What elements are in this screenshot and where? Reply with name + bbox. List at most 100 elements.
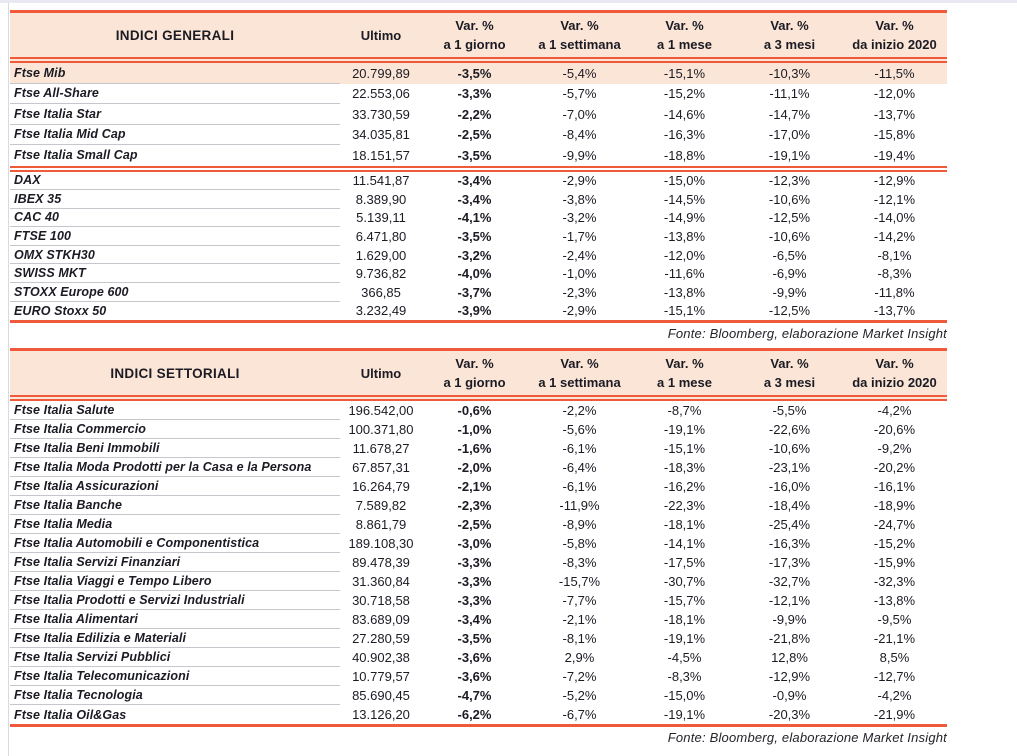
var-header-line2: a 1 mese — [657, 375, 712, 390]
index-name-cell: Ftse Italia Servizi Finanziari — [10, 553, 340, 572]
index-name-cell: DAX — [10, 172, 340, 191]
index-name-cell: Ftse Mib — [10, 63, 340, 84]
table-row: Ftse Italia Banche 7.589,82 -2,3% -11,9% -22… — [10, 496, 947, 515]
var-1-mese-cell: -14,9% — [663, 210, 706, 226]
general-indices-table: INDICI GENERALI Ultimo Var. % a 1 giorno Var… — [10, 10, 947, 324]
table-row: Ftse Italia Tecnologia 85.690,45 -4,7% -5,2… — [10, 686, 947, 705]
var-1-giorno-cell: -3,3% — [457, 574, 492, 589]
index-name-cell: Ftse Italia Oil&Gas — [14, 707, 127, 722]
column-header-var: Var. % a 1 giorno — [422, 13, 527, 57]
var-1-mese-cell: -15,7% — [663, 593, 706, 608]
table-row: Ftse All-Share 22.553,06 -3,3% -5,7% -15,2% -… — [10, 84, 947, 104]
var-inizio-2020-cell: -14,2% — [873, 229, 916, 245]
var-header-line1: Var. % — [560, 356, 599, 371]
var-1-giorno-cell: -4,1% — [457, 210, 492, 226]
table-row: OMX STKH30 1.629,00 -3,2% -2,4% -12,0% -6,5% -… — [10, 246, 947, 265]
ultimo-value-cell: 40.902,38 — [352, 650, 410, 665]
index-name-cell: Ftse Italia Commercio — [10, 420, 340, 439]
table-row: Ftse Italia Servizi Finanziari 89.478,39 -… — [10, 553, 947, 572]
var-1-settimana-cell: -15,7% — [558, 574, 601, 589]
var-1-mese-cell: -8,7% — [667, 403, 702, 418]
var-3-mesi-cell: -6,5% — [772, 247, 807, 263]
var-header-line2: a 3 mesi — [763, 37, 816, 52]
var-3-mesi-cell: -11,1% — [769, 86, 810, 102]
var-1-settimana-cell: -2,2% — [562, 403, 597, 418]
var-3-mesi-cell: -10,3% — [768, 65, 811, 81]
ultimo-value-cell: 18.151,57 — [352, 147, 410, 163]
source-note: Fonte: Bloomberg, elaborazione Market In… — [667, 730, 947, 745]
var-3-mesi-cell: -9,9% — [772, 612, 807, 627]
var-inizio-2020-cell: -12,7% — [873, 669, 916, 684]
table-row: Ftse Italia Beni Immobili 11.678,27 -1,6% -… — [10, 439, 947, 458]
ultimo-value-cell: 33.730,59 — [352, 106, 410, 122]
index-name-cell: OMX STKH30 — [10, 246, 340, 265]
var-1-settimana-cell: -11,9% — [559, 498, 600, 513]
var-header-line1: Var. % — [455, 356, 494, 371]
column-header-ultimo: Ultimo — [360, 27, 402, 43]
ultimo-value-cell: 13.126,20 — [352, 707, 410, 722]
var-inizio-2020-cell: -32,3% — [873, 574, 916, 589]
var-inizio-2020-cell: -11,8% — [874, 284, 915, 300]
var-header-line2: a 1 giorno — [443, 37, 506, 52]
var-1-giorno-cell: -3,6% — [457, 650, 492, 665]
var-1-mese-cell: -16,2% — [663, 479, 706, 494]
sector-indices-table: INDICI SETTORIALI Ultimo Var. % a 1 giorno V… — [10, 348, 947, 727]
var-1-mese-cell: -16,3% — [663, 127, 706, 143]
column-header-var: Var. % a 1 mese — [632, 351, 737, 395]
var-header-line2: a 1 giorno — [443, 375, 506, 390]
var-inizio-2020-cell: -21,1% — [873, 631, 916, 646]
var-1-giorno-cell: -4,7% — [457, 688, 492, 703]
var-inizio-2020-cell: -9,5% — [877, 612, 912, 627]
table-row: Ftse Italia Edilizia e Materiali 27.280,5… — [10, 629, 947, 648]
var-3-mesi-cell: -5,5% — [772, 403, 807, 418]
var-1-giorno-cell: -3,5% — [457, 65, 492, 81]
ultimo-value-cell: 189.108,30 — [348, 536, 414, 551]
var-1-settimana-cell: -2,1% — [562, 612, 597, 627]
var-1-giorno-cell: -3,5% — [457, 229, 492, 245]
ultimo-value-cell: 3.232,49 — [355, 303, 407, 319]
var-inizio-2020-cell: -8,3% — [877, 266, 912, 282]
var-1-mese-cell: -22,3% — [663, 498, 706, 513]
var-1-settimana-cell: -1,0% — [562, 266, 597, 282]
table-row: Ftse Italia Commercio 100.371,80 -1,0% -5,6… — [10, 420, 947, 439]
table-title: INDICI GENERALI — [115, 27, 235, 43]
var-header-line1: Var. % — [665, 18, 704, 33]
var-3-mesi-cell: -12,3% — [768, 173, 811, 189]
index-name-cell: EURO Stoxx 50 — [14, 303, 107, 318]
ultimo-value-cell: 20.799,89 — [352, 65, 410, 81]
index-name-cell: Ftse All-Share — [10, 84, 340, 104]
var-header-line1: Var. % — [875, 356, 914, 371]
var-inizio-2020-cell: -12,0% — [873, 86, 916, 102]
var-1-mese-cell: -18,3% — [663, 460, 706, 475]
var-1-giorno-cell: -3,5% — [457, 631, 492, 646]
table-row: FTSE 100 6.471,80 -3,5% -1,7% -13,8% -10,6% -1… — [10, 227, 947, 246]
index-name-cell: Ftse Italia Edilizia e Materiali — [10, 629, 340, 648]
var-1-settimana-cell: -8,1% — [562, 631, 597, 646]
var-1-settimana-cell: -2,3% — [562, 284, 597, 300]
var-inizio-2020-cell: -12,9% — [873, 173, 916, 189]
var-1-settimana-cell: -6,1% — [562, 441, 597, 456]
ultimo-value-cell: 5.139,11 — [356, 210, 406, 226]
var-1-mese-cell: -30,7% — [663, 574, 706, 589]
index-name-cell: Ftse Italia Star — [10, 104, 340, 125]
var-1-giorno-cell: -3,6% — [457, 669, 492, 684]
var-1-mese-cell: -15,0% — [663, 173, 706, 189]
row-group: Ftse Mib 20.799,89 -3,5% -5,4% -15,1% -10,3% -… — [10, 63, 947, 166]
var-inizio-2020-cell: -13,7% — [873, 303, 916, 319]
index-name-cell: SWISS MKT — [10, 264, 340, 284]
var-1-mese-cell: -19,1% — [663, 422, 706, 437]
ultimo-value-cell: 83.689,09 — [352, 612, 410, 627]
ultimo-value-cell: 7.589,82 — [355, 498, 407, 513]
ultimo-value-cell: 89.478,39 — [352, 555, 410, 570]
var-3-mesi-cell: -10,6% — [768, 441, 811, 456]
var-1-giorno-cell: -6,2% — [457, 707, 492, 722]
ultimo-value-cell: 10.779,57 — [352, 669, 410, 684]
var-1-mese-cell: -19,1% — [663, 707, 706, 722]
index-name-cell: CAC 40 — [10, 209, 340, 228]
ultimo-value-cell: 85.690,45 — [352, 688, 410, 703]
var-3-mesi-cell: -17,0% — [768, 127, 811, 143]
index-name-cell: Ftse Italia Assicurazioni — [10, 477, 340, 496]
var-3-mesi-cell: -19,1% — [768, 147, 811, 163]
var-inizio-2020-cell: -4,2% — [877, 403, 912, 418]
ultimo-value-cell: 67.857,31 — [352, 460, 410, 475]
